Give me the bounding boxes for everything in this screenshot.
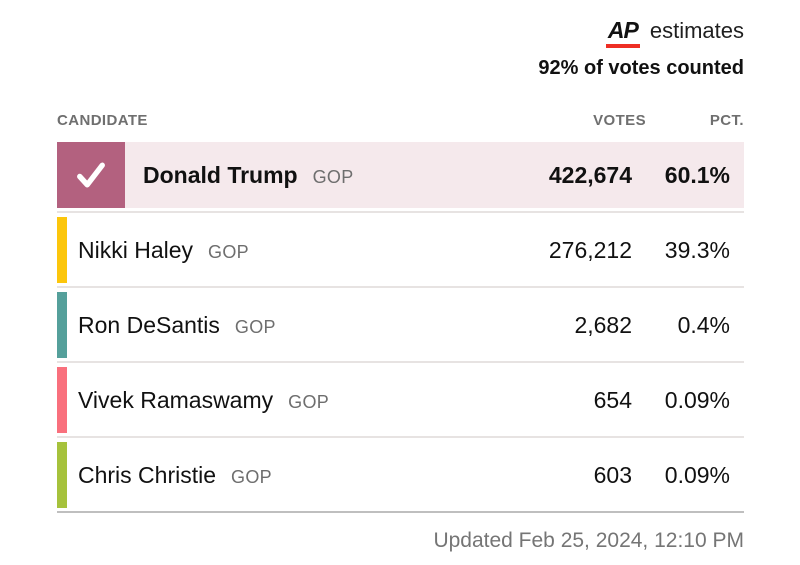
candidate-name-cell: Donald Trump GOP	[143, 162, 512, 189]
ap-logo: AP	[605, 19, 640, 48]
ap-attribution: AP estimates	[57, 18, 744, 48]
candidate-name-cell: Vivek Ramaswamy GOP	[78, 387, 512, 414]
votes-value: 2,682	[574, 311, 632, 338]
party-label: GOP	[231, 466, 272, 487]
pct-value: 0.09%	[664, 386, 730, 413]
votes-value: 422,674	[548, 161, 632, 188]
winner-check-icon	[77, 162, 105, 188]
candidate-color-swatch	[57, 292, 67, 358]
pct-value: 60.1%	[664, 161, 730, 188]
top-header: AP estimates 92% of votes counted	[57, 0, 744, 80]
candidate-row: Nikki Haley GOP 276,212 39.3%	[57, 217, 744, 283]
pct-value: 0.4%	[677, 311, 730, 338]
party-label: GOP	[234, 316, 276, 337]
candidate-name: Donald Trump	[143, 161, 298, 188]
table-row-wrapper: Vivek Ramaswamy GOP 654 0.09%	[57, 367, 744, 438]
updated-timestamp: Updated Feb 25, 2024, 12:10 PM	[433, 529, 744, 552]
candidate-name-cell: Ron DeSantis GOP	[78, 312, 512, 339]
table-header-row: CANDIDATE VOTES PCT.	[57, 112, 744, 129]
table-row-wrapper: Chris Christie GOP 603 0.09%	[57, 442, 744, 513]
candidate-row: Donald Trump GOP 422,674 60.1%	[57, 142, 744, 208]
column-header-candidate: CANDIDATE	[57, 112, 148, 129]
table-row-wrapper: Ron DeSantis GOP 2,682 0.4%	[57, 292, 744, 363]
pct-value: 39.3%	[664, 236, 730, 263]
candidate-name: Chris Christie	[78, 461, 217, 488]
votes-counted-status: 92% of votes counted	[538, 57, 744, 79]
votes-value: 654	[593, 386, 632, 413]
candidate-color-swatch	[57, 442, 67, 508]
table-row-wrapper: Donald Trump GOP 422,674 60.1%	[57, 142, 744, 213]
column-header-pct: PCT.	[709, 112, 744, 129]
candidate-color-swatch	[57, 367, 67, 433]
column-header-votes: VOTES	[593, 112, 646, 129]
candidate-name: Nikki Haley	[78, 236, 194, 263]
candidate-name: Ron DeSantis	[78, 311, 220, 338]
votes-value: 276,212	[548, 236, 632, 263]
estimates-label: estimates	[649, 18, 744, 43]
candidate-color-swatch	[57, 217, 67, 283]
candidate-color-swatch	[57, 142, 125, 208]
candidate-name-cell: Chris Christie GOP	[78, 462, 512, 489]
results-table: CANDIDATE VOTES PCT. Donald Trump GOP 42…	[57, 112, 744, 513]
party-label: GOP	[288, 391, 330, 412]
table-row-wrapper: Nikki Haley GOP 276,212 39.3%	[57, 217, 744, 288]
party-label: GOP	[208, 241, 249, 262]
candidate-name-cell: Nikki Haley GOP	[78, 237, 512, 264]
candidate-row: Chris Christie GOP 603 0.09%	[57, 442, 744, 508]
results-table-body: Donald Trump GOP 422,674 60.1% Nikki Hal…	[57, 142, 744, 513]
candidate-name: Vivek Ramaswamy	[78, 386, 274, 413]
candidate-row: Vivek Ramaswamy GOP 654 0.09%	[57, 367, 744, 433]
candidate-row: Ron DeSantis GOP 2,682 0.4%	[57, 292, 744, 358]
party-label: GOP	[312, 166, 354, 187]
pct-value: 0.09%	[664, 461, 730, 488]
votes-value: 603	[593, 461, 632, 488]
